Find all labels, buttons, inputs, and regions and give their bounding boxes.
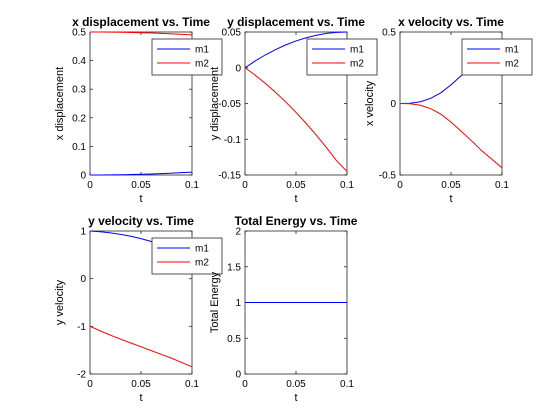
- x-tick-label: 0: [242, 180, 248, 191]
- legend-entry: m1: [195, 45, 209, 56]
- y-tick-label: 1: [235, 298, 241, 309]
- y-tick-label: 0.3: [72, 85, 86, 96]
- x-axis-label: t: [294, 193, 297, 205]
- chart-title: y velocity vs. Time: [88, 214, 194, 228]
- chart-title: x displacement vs. Time: [72, 15, 210, 29]
- x-tick-label: 0.1: [185, 180, 199, 191]
- subplot-4: 0 0.05 0.1 -2 -1 0 1y velocity vs. Time t y velo…: [54, 214, 223, 404]
- y-axis-label: y displacement: [209, 67, 221, 140]
- x-axis-label: t: [294, 392, 297, 404]
- y-tick-label: 0.5: [227, 334, 241, 345]
- legend-box: [151, 38, 223, 76]
- y-axis-label: x displacement: [54, 67, 66, 140]
- legend-box: [306, 38, 378, 76]
- y-tick-label: 1: [80, 227, 86, 238]
- y-tick-label: 0.4: [72, 56, 86, 67]
- y-tick-label: -0.15: [218, 171, 241, 182]
- legend-entry: m2: [195, 59, 209, 70]
- x-tick-label: 0: [87, 180, 93, 191]
- series-line-m2: [399, 103, 503, 169]
- chart-title: y displacement vs. Time: [227, 15, 365, 29]
- y-tick-label: 0.5: [382, 28, 396, 39]
- x-tick-label: 0.05: [131, 379, 151, 390]
- x-axis-label: t: [139, 193, 142, 205]
- x-axis-label: t: [139, 392, 142, 404]
- x-tick-label: 0.1: [340, 379, 354, 390]
- y-axis-label: x velocity: [364, 80, 376, 126]
- y-tick-label: 0.05: [222, 28, 242, 39]
- series-line-m2: [244, 67, 348, 172]
- y-tick-label: 0: [80, 171, 86, 182]
- legend-entry: m2: [195, 258, 209, 269]
- y-tick-label: 1.5: [227, 262, 241, 273]
- x-axis-label: t: [449, 193, 452, 205]
- x-tick-label: 0.1: [185, 379, 199, 390]
- legend-box: [461, 38, 533, 76]
- y-axis-label: y velocity: [54, 279, 66, 325]
- x-tick-label: 0: [397, 180, 403, 191]
- y-tick-label: 0: [390, 99, 396, 110]
- subplot-1: 0 0.05 0.1 0 0.1 0.2 0.3 0.4 0.5x displacement v…: [54, 15, 223, 205]
- y-tick-label: -0.5: [379, 171, 397, 182]
- y-tick-label: -0.05: [218, 99, 241, 110]
- series-line-m2: [89, 31, 193, 36]
- y-tick-label: -2: [77, 370, 86, 381]
- x-tick-label: 0.1: [340, 180, 354, 191]
- y-tick-label: -1: [77, 322, 86, 333]
- y-tick-label: 0: [80, 274, 86, 285]
- x-tick-label: 0.05: [286, 379, 306, 390]
- x-tick-label: 0.05: [131, 180, 151, 191]
- series-line-m2: [89, 325, 193, 368]
- legend-entry: m1: [195, 244, 209, 255]
- legend-box: [151, 237, 223, 275]
- series-line-m1: [89, 171, 193, 176]
- x-tick-label: 0: [87, 379, 93, 390]
- y-axis-label: Total Energy: [209, 271, 221, 333]
- y-tick-label: 0.2: [72, 113, 86, 124]
- chart-title: Total Energy vs. Time: [235, 214, 358, 228]
- x-tick-label: 0.05: [286, 180, 306, 191]
- legend-entry: m1: [505, 45, 519, 56]
- y-tick-label: 0: [235, 370, 241, 381]
- y-tick-label: -0.1: [224, 135, 242, 146]
- chart-title: x velocity vs. Time: [398, 15, 504, 29]
- series-line-m1: [244, 31, 348, 69]
- legend-entry: m2: [505, 59, 519, 70]
- y-tick-label: 0.1: [72, 142, 86, 153]
- legend-entry: m1: [350, 45, 364, 56]
- x-tick-label: 0.05: [441, 180, 461, 191]
- y-tick-label: 0: [235, 63, 241, 74]
- x-tick-label: 0: [242, 379, 248, 390]
- x-tick-label: 0.1: [495, 180, 509, 191]
- y-tick-label: 0.5: [72, 28, 86, 39]
- legend-entry: m2: [350, 59, 364, 70]
- y-tick-label: 2: [235, 227, 241, 238]
